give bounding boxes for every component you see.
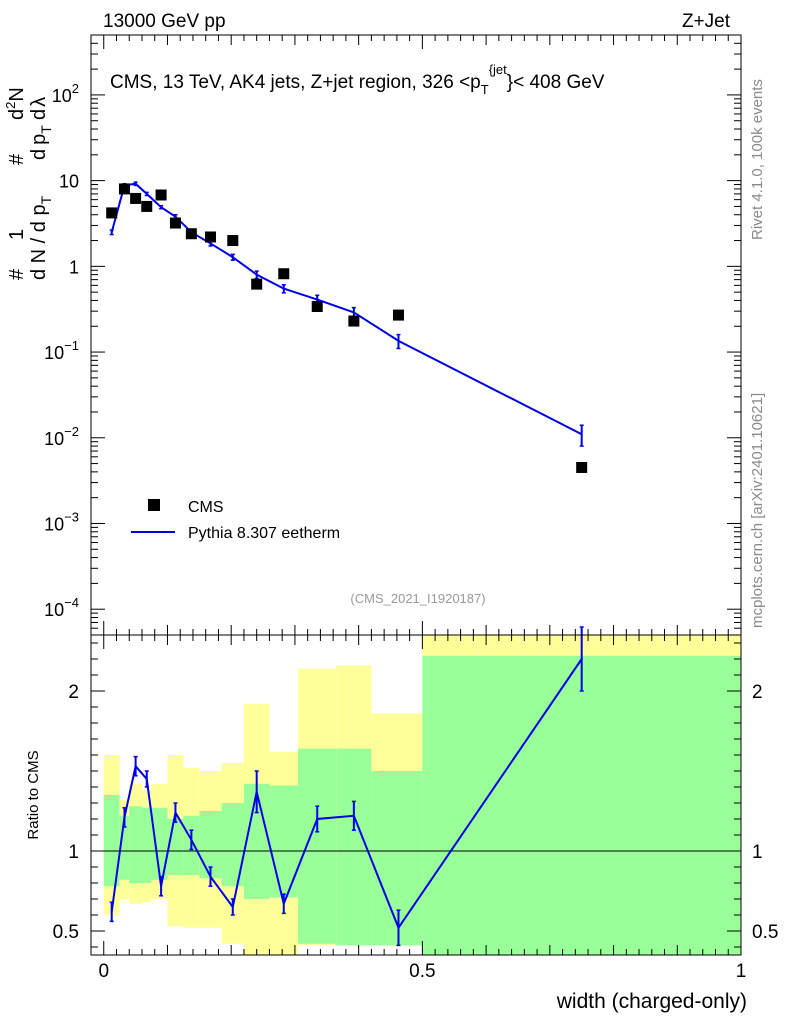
y-tick-label: 10−3 <box>44 509 79 534</box>
band-inner <box>371 771 423 946</box>
ylabel-t1: T <box>38 195 54 204</box>
legend: CMS Pythia 8.307 eetherm <box>131 499 340 542</box>
data-point <box>204 231 216 243</box>
y-tick-label: 10 <box>59 172 79 192</box>
data-point <box>348 315 360 327</box>
mc-line <box>110 182 583 436</box>
band-inner <box>167 819 184 875</box>
data-point <box>141 200 153 212</box>
main-ylabel-text: #1d N / d pT#dpTd2Ndλ <box>3 87 54 280</box>
ratio-ticks: 0.5 0.51 12 20 0.5 1 <box>53 635 778 982</box>
legend-data-marker <box>148 499 160 511</box>
ylabel-lambda: λ <box>28 97 50 107</box>
ratio-y-tick-label: 0.5 <box>53 922 79 943</box>
data-point <box>106 207 118 219</box>
band-inner <box>199 811 222 879</box>
ylabel-d2: d <box>6 109 28 120</box>
rivet-label: Rivet 4.1.0, 100k events <box>749 79 766 240</box>
main-ticks: 10−4 10−3 10−2 10−1 1 10 102 <box>44 34 742 636</box>
ratio-mc-series <box>109 626 584 947</box>
ylabel-frac-hash: # <box>6 268 28 280</box>
data-point <box>311 300 323 312</box>
ylabel-one: 1 <box>6 229 28 240</box>
band-inner <box>151 807 168 880</box>
band-inner <box>141 807 152 883</box>
ylabel-sq: 2 <box>3 102 18 109</box>
ratio-y-tick-label: 2 <box>68 682 79 703</box>
title-sub: T <box>481 82 489 97</box>
ratio-frame <box>90 634 742 956</box>
main-frame <box>90 34 742 636</box>
xaxis-label: width (charged-only) <box>556 990 747 1013</box>
data-point <box>155 189 167 201</box>
uncertainty-bands <box>103 635 741 955</box>
main-ylabel: #1d N / d pT#dpTd2Ndλ <box>3 87 54 280</box>
mcplots-label: mcplots.cern.ch [arXiv:2401.10621] <box>749 393 766 628</box>
band-inner <box>129 806 142 883</box>
band-inner <box>221 803 244 887</box>
ylabel-n: N <box>6 87 28 101</box>
data-point <box>118 183 130 195</box>
ratio-y-tick-label-right: 0.5 <box>752 922 778 943</box>
ylabel-d: d <box>28 149 50 160</box>
process-label: Z+Jet <box>682 11 731 32</box>
data-point <box>278 268 290 280</box>
data-point <box>130 192 142 204</box>
data-point <box>251 278 263 290</box>
band-inner <box>119 815 130 880</box>
data-point <box>185 228 197 240</box>
beam-label: 13000 GeV pp <box>103 11 226 32</box>
y-tick-label: 102 <box>52 81 79 106</box>
x-tick-label: 0.5 <box>409 961 435 982</box>
ylabel-hash2: # <box>6 153 28 165</box>
y-tick-label: 10−2 <box>44 424 79 449</box>
ylabel-t2: T <box>38 125 54 134</box>
ylabel-p: p <box>28 134 50 145</box>
data-point <box>576 461 588 473</box>
legend-data-label: CMS <box>188 499 224 516</box>
ylabel-dndpt: d N / d p <box>28 204 50 280</box>
x-tick-label: 0 <box>98 961 109 982</box>
title-sup: {jet <box>489 62 507 77</box>
ratio-ylabel: Ratio to CMS <box>25 750 42 839</box>
title-main: CMS, 13 TeV, AK4 jets, Z+jet region, 326… <box>110 72 481 93</box>
title-end: }< 408 GeV <box>507 72 605 93</box>
band-inner <box>298 748 337 944</box>
y-tick-label: 10−1 <box>44 338 79 363</box>
ratio-y-tick-label-right: 2 <box>752 682 763 703</box>
ratio-y-tick-label: 1 <box>68 842 79 863</box>
ylabel-d3: d <box>28 109 50 120</box>
analysis-label: (CMS_2021_I1920187) <box>350 591 485 606</box>
data-series <box>106 183 588 473</box>
plot-title: CMS, 13 TeV, AK4 jets, Z+jet region, 326… <box>110 62 605 97</box>
data-point <box>227 235 239 247</box>
legend-mc-label: Pythia 8.307 eetherm <box>188 525 340 542</box>
x-tick-label: 1 <box>736 961 747 982</box>
band-inner <box>103 795 120 887</box>
y-tick-label: 1 <box>69 257 79 277</box>
ratio-panel: 0.5 0.51 12 20 0.5 1 <box>53 626 778 982</box>
band-inner <box>422 655 741 955</box>
data-point <box>392 309 404 321</box>
ratio-y-tick-label-right: 1 <box>752 842 763 863</box>
data-point <box>169 217 181 229</box>
y-tick-label: 10−4 <box>44 595 79 620</box>
main-panel: 10−4 10−3 10−2 10−1 1 10 102 CMS, 13 TeV, AK4 … <box>44 34 742 636</box>
